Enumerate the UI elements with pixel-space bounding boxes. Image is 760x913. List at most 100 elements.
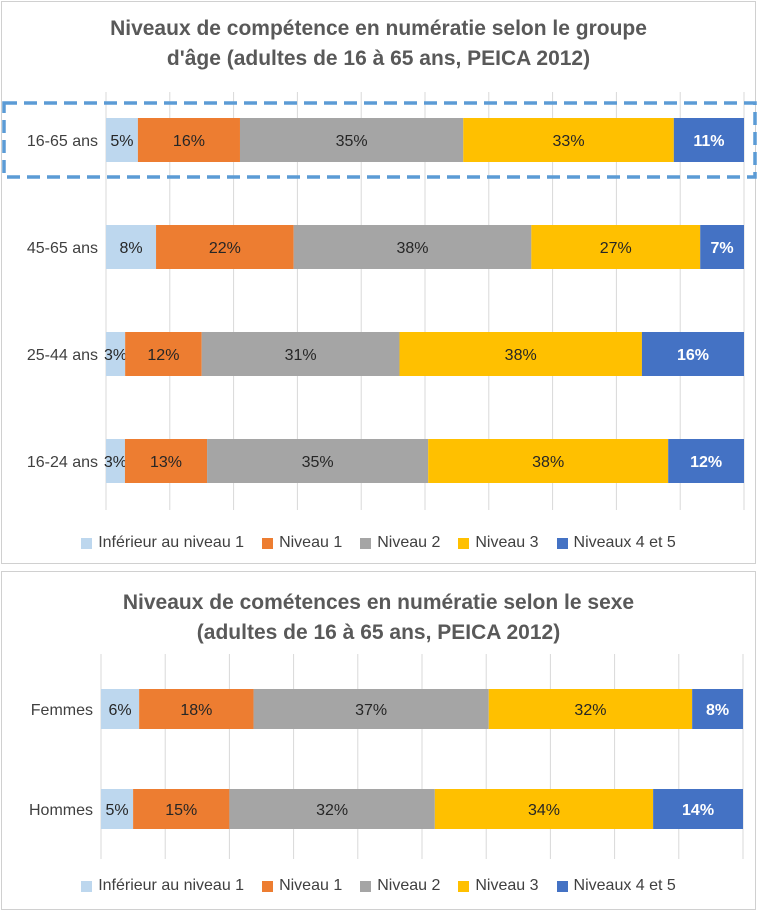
- highlight-box-16-65-ans: [2, 101, 757, 179]
- data-label: 7%: [711, 240, 734, 257]
- legend-label: Inférieur au niveau 1: [98, 534, 245, 551]
- data-label: 14%: [682, 802, 714, 819]
- age-chart-legend: Inférieur au niveau 1 Niveau 1 Niveau 2 Niv…: [2, 534, 755, 552]
- bar-segment-16-65-ans-niveaux-4-et-5: [673, 118, 744, 162]
- legend-item-niveau-3: Niveau 3: [458, 534, 539, 552]
- bar-segment-45-65-ans-niveau-2: [293, 225, 532, 269]
- data-label: 16%: [173, 133, 205, 150]
- bar-segment-25-44-ans-niveau-3: [399, 332, 642, 376]
- data-label: 8%: [119, 240, 142, 257]
- bar-segment-femmes-niveaux-4-et-5: [692, 689, 743, 729]
- data-label: 33%: [553, 133, 585, 150]
- legend-item-niveau-1: Niveau 1: [262, 877, 342, 895]
- legend-item-inferieur-au-niveau-1: Inférieur au niveau 1: [81, 534, 244, 552]
- bar-segment-femmes-inferieur-au-niveau-1: [101, 689, 140, 729]
- bar-segment-16-24-ans-inferieur-au-niveau-1: [106, 439, 125, 483]
- bar-segment-femmes-niveau-2: [253, 689, 489, 729]
- data-label: 38%: [505, 347, 537, 364]
- data-label: 22%: [209, 240, 241, 257]
- category-label-45-65-ans: 45-65 ans: [27, 240, 98, 257]
- legend-swatch: [81, 880, 93, 892]
- legend-item-niveau-3: Niveau 3: [458, 877, 539, 895]
- data-label: 35%: [302, 454, 334, 471]
- bar-segment-16-65-ans-inferieur-au-niveau-1: [106, 118, 138, 162]
- bar-segment-25-44-ans-niveaux-4-et-5: [641, 332, 744, 376]
- data-label: 38%: [396, 240, 428, 257]
- data-label: 32%: [316, 802, 348, 819]
- legend-label: Niveau 2: [377, 877, 441, 894]
- legend-item-inferieur-au-niveau-1: Inférieur au niveau 1: [81, 877, 244, 895]
- legend-item-niveaux-4-et-5: Niveaux 4 et 5: [556, 534, 676, 552]
- legend-item-niveaux-4-et-5: Niveaux 4 et 5: [556, 877, 676, 895]
- legend-swatch: [458, 537, 470, 549]
- category-label-femmes: Femmes: [31, 702, 93, 719]
- data-label: 37%: [355, 702, 387, 719]
- category-label-16-65-ans: 16-65 ans: [27, 133, 98, 150]
- age-chart-title-line-2: d'âge (adultes de 16 à 65 ans, PEICA 201…: [166, 47, 591, 70]
- bar-segment-femmes-niveau-3: [488, 689, 693, 729]
- legend-label: Niveaux 4 et 5: [573, 534, 676, 551]
- data-label: 5%: [110, 133, 133, 150]
- data-label: 12%: [147, 347, 179, 364]
- legend-swatch: [262, 537, 274, 549]
- legend-label: Niveaux 4 et 5: [573, 877, 676, 894]
- legend-swatch: [458, 880, 470, 892]
- data-label: 35%: [336, 133, 368, 150]
- bar-segment-25-44-ans-niveau-1: [125, 332, 202, 376]
- data-label: 11%: [693, 133, 724, 150]
- bar-segment-16-24-ans-niveau-2: [207, 439, 429, 483]
- sex-chart-panel: Niveaux de cométences en numératie selon…: [1, 571, 756, 910]
- sex-stacked-bar-chart: 6% 18% 37% 32% 8% Femmes 5% 15% 32% 34% 14% Hommes: [29, 654, 744, 859]
- data-label: 27%: [600, 240, 632, 257]
- legend-label: Niveau 3: [475, 534, 539, 551]
- legend-swatch: [262, 880, 274, 892]
- sex-chart-title-line-2: (adultes de 16 à 65 ans, PEICA 2012): [196, 621, 561, 644]
- data-label: 3%: [104, 347, 127, 364]
- sex-chart-legend: Inférieur au niveau 1 Niveau 1 Niveau 2 Niv…: [2, 877, 755, 895]
- legend-item-niveau-2: Niveau 2: [360, 877, 440, 895]
- age-group-stacked-bar-chart: 5% 16% 35% 33% 11% 16-65 ans 8% 22% 38% 27% 7% 45-6…: [2, 92, 757, 510]
- legend-swatch: [556, 880, 568, 892]
- category-label-hommes: Hommes: [29, 802, 93, 819]
- age-chart-title: Niveaux de compétence en numératie selon…: [2, 14, 755, 74]
- bar-segment-45-65-ans-niveaux-4-et-5: [700, 225, 744, 269]
- bar-segment-45-65-ans-inferieur-au-niveau-1: [106, 225, 157, 269]
- legend-item-niveau-1: Niveau 1: [262, 534, 342, 552]
- age-group-chart-panel: Niveaux de compétence en numératie selon…: [1, 1, 757, 564]
- legend-label: Niveau 1: [279, 534, 343, 551]
- bar-segment-16-24-ans-niveau-1: [124, 439, 208, 483]
- data-label: 18%: [180, 702, 212, 719]
- legend-label: Niveau 1: [279, 877, 343, 894]
- legend-swatch: [360, 537, 372, 549]
- category-label-25-44-ans: 25-44 ans: [27, 347, 98, 364]
- data-label: 38%: [532, 454, 564, 471]
- bar-segment-45-65-ans-niveau-1: [156, 225, 294, 269]
- legend-label: Niveau 3: [475, 877, 539, 894]
- bar-segment-45-65-ans-niveau-3: [531, 225, 701, 269]
- bar-segment-hommes-niveau-1: [133, 789, 230, 829]
- data-label: 31%: [285, 347, 317, 364]
- legend-swatch: [556, 537, 568, 549]
- age-chart-title-line-1: Niveaux de compétence en numératie selon…: [110, 17, 647, 40]
- bar-segment-femmes-niveau-1: [139, 689, 254, 729]
- bar-segment-hommes-niveau-3: [434, 789, 654, 829]
- bar-segment-25-44-ans-niveau-2: [201, 332, 400, 376]
- sex-chart-title: Niveaux de cométences en numératie selon…: [2, 588, 755, 648]
- data-label: 6%: [109, 702, 132, 719]
- legend-swatch: [360, 880, 372, 892]
- category-label-16-24-ans: 16-24 ans: [27, 454, 98, 471]
- data-label: 13%: [150, 454, 182, 471]
- bar-segment-hommes-niveau-2: [229, 789, 435, 829]
- bar-segment-hommes-niveaux-4-et-5: [653, 789, 743, 829]
- bar-segment-16-24-ans-niveaux-4-et-5: [668, 439, 744, 483]
- data-label: 34%: [528, 802, 560, 819]
- bar-segment-16-65-ans-niveau-3: [463, 118, 674, 162]
- data-label: 15%: [165, 802, 197, 819]
- data-label: 32%: [574, 702, 606, 719]
- sex-chart-title-line-1: Niveaux de cométences en numératie selon…: [122, 591, 635, 614]
- bar-segment-16-24-ans-niveau-3: [428, 439, 669, 483]
- legend-label: Inférieur au niveau 1: [98, 877, 245, 894]
- bar-segment-16-65-ans-niveau-1: [137, 118, 240, 162]
- legend-label: Niveau 2: [377, 534, 441, 551]
- bar-segment-25-44-ans-inferieur-au-niveau-1: [106, 332, 126, 376]
